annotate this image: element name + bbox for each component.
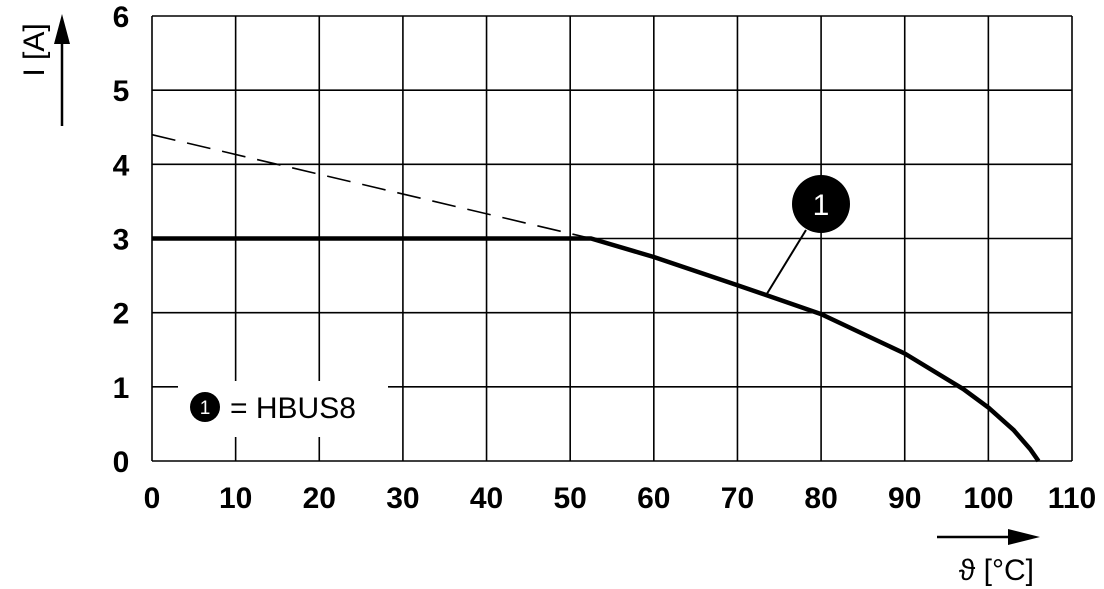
y-tick-label: 3 [113, 224, 130, 257]
x-tick-label: 70 [721, 482, 754, 515]
series-line-hbus8 [152, 236, 1041, 463]
x-axis-arrowhead [1008, 529, 1040, 545]
x-tick-label: 0 [144, 482, 161, 515]
y-tick-label: 2 [113, 298, 130, 331]
x-tick-label: 60 [637, 482, 670, 515]
x-tick-label: 110 [1048, 482, 1096, 515]
y-tick-label: 5 [113, 75, 130, 108]
legend-label: = HBUS8 [230, 392, 356, 425]
y-axis-label: I [A] [18, 23, 51, 76]
legend-marker-label: 1 [200, 398, 211, 419]
callout-marker-label: 1 [813, 189, 830, 222]
x-axis-title: ϑ [°C] [937, 529, 1040, 587]
x-tick-label: 80 [804, 482, 837, 515]
series-line-dashed [151, 133, 592, 240]
x-tick-label: 40 [470, 482, 503, 515]
x-tick-label: 90 [888, 482, 921, 515]
y-tick-label: 0 [113, 446, 130, 479]
y-tick-label: 4 [113, 149, 130, 182]
y-tick-label: 1 [113, 372, 130, 405]
y-axis-arrowhead [54, 14, 70, 44]
y-axis-title: I [A] [18, 14, 70, 126]
callout-line [765, 229, 807, 295]
legend-marker [190, 392, 220, 422]
grid [151, 15, 1073, 462]
x-tick-label: 100 [963, 482, 1013, 515]
series-layer [151, 133, 1041, 463]
x-tick-label: 10 [219, 482, 252, 515]
legend: 1 = HBUS8 [178, 381, 388, 437]
callout: 1 [765, 175, 850, 295]
callout-marker [792, 175, 850, 233]
y-tick-label: 6 [113, 1, 130, 34]
x-tick-label: 50 [553, 482, 586, 515]
x-tick-label: 30 [386, 482, 419, 515]
x-tick-label: 20 [303, 482, 336, 515]
tick-labels: 0 10 20 30 40 50 60 70 80 90 100 110 0 1 2 3 4 5 6 [113, 1, 1097, 515]
x-axis-label: ϑ [°C] [959, 554, 1034, 587]
